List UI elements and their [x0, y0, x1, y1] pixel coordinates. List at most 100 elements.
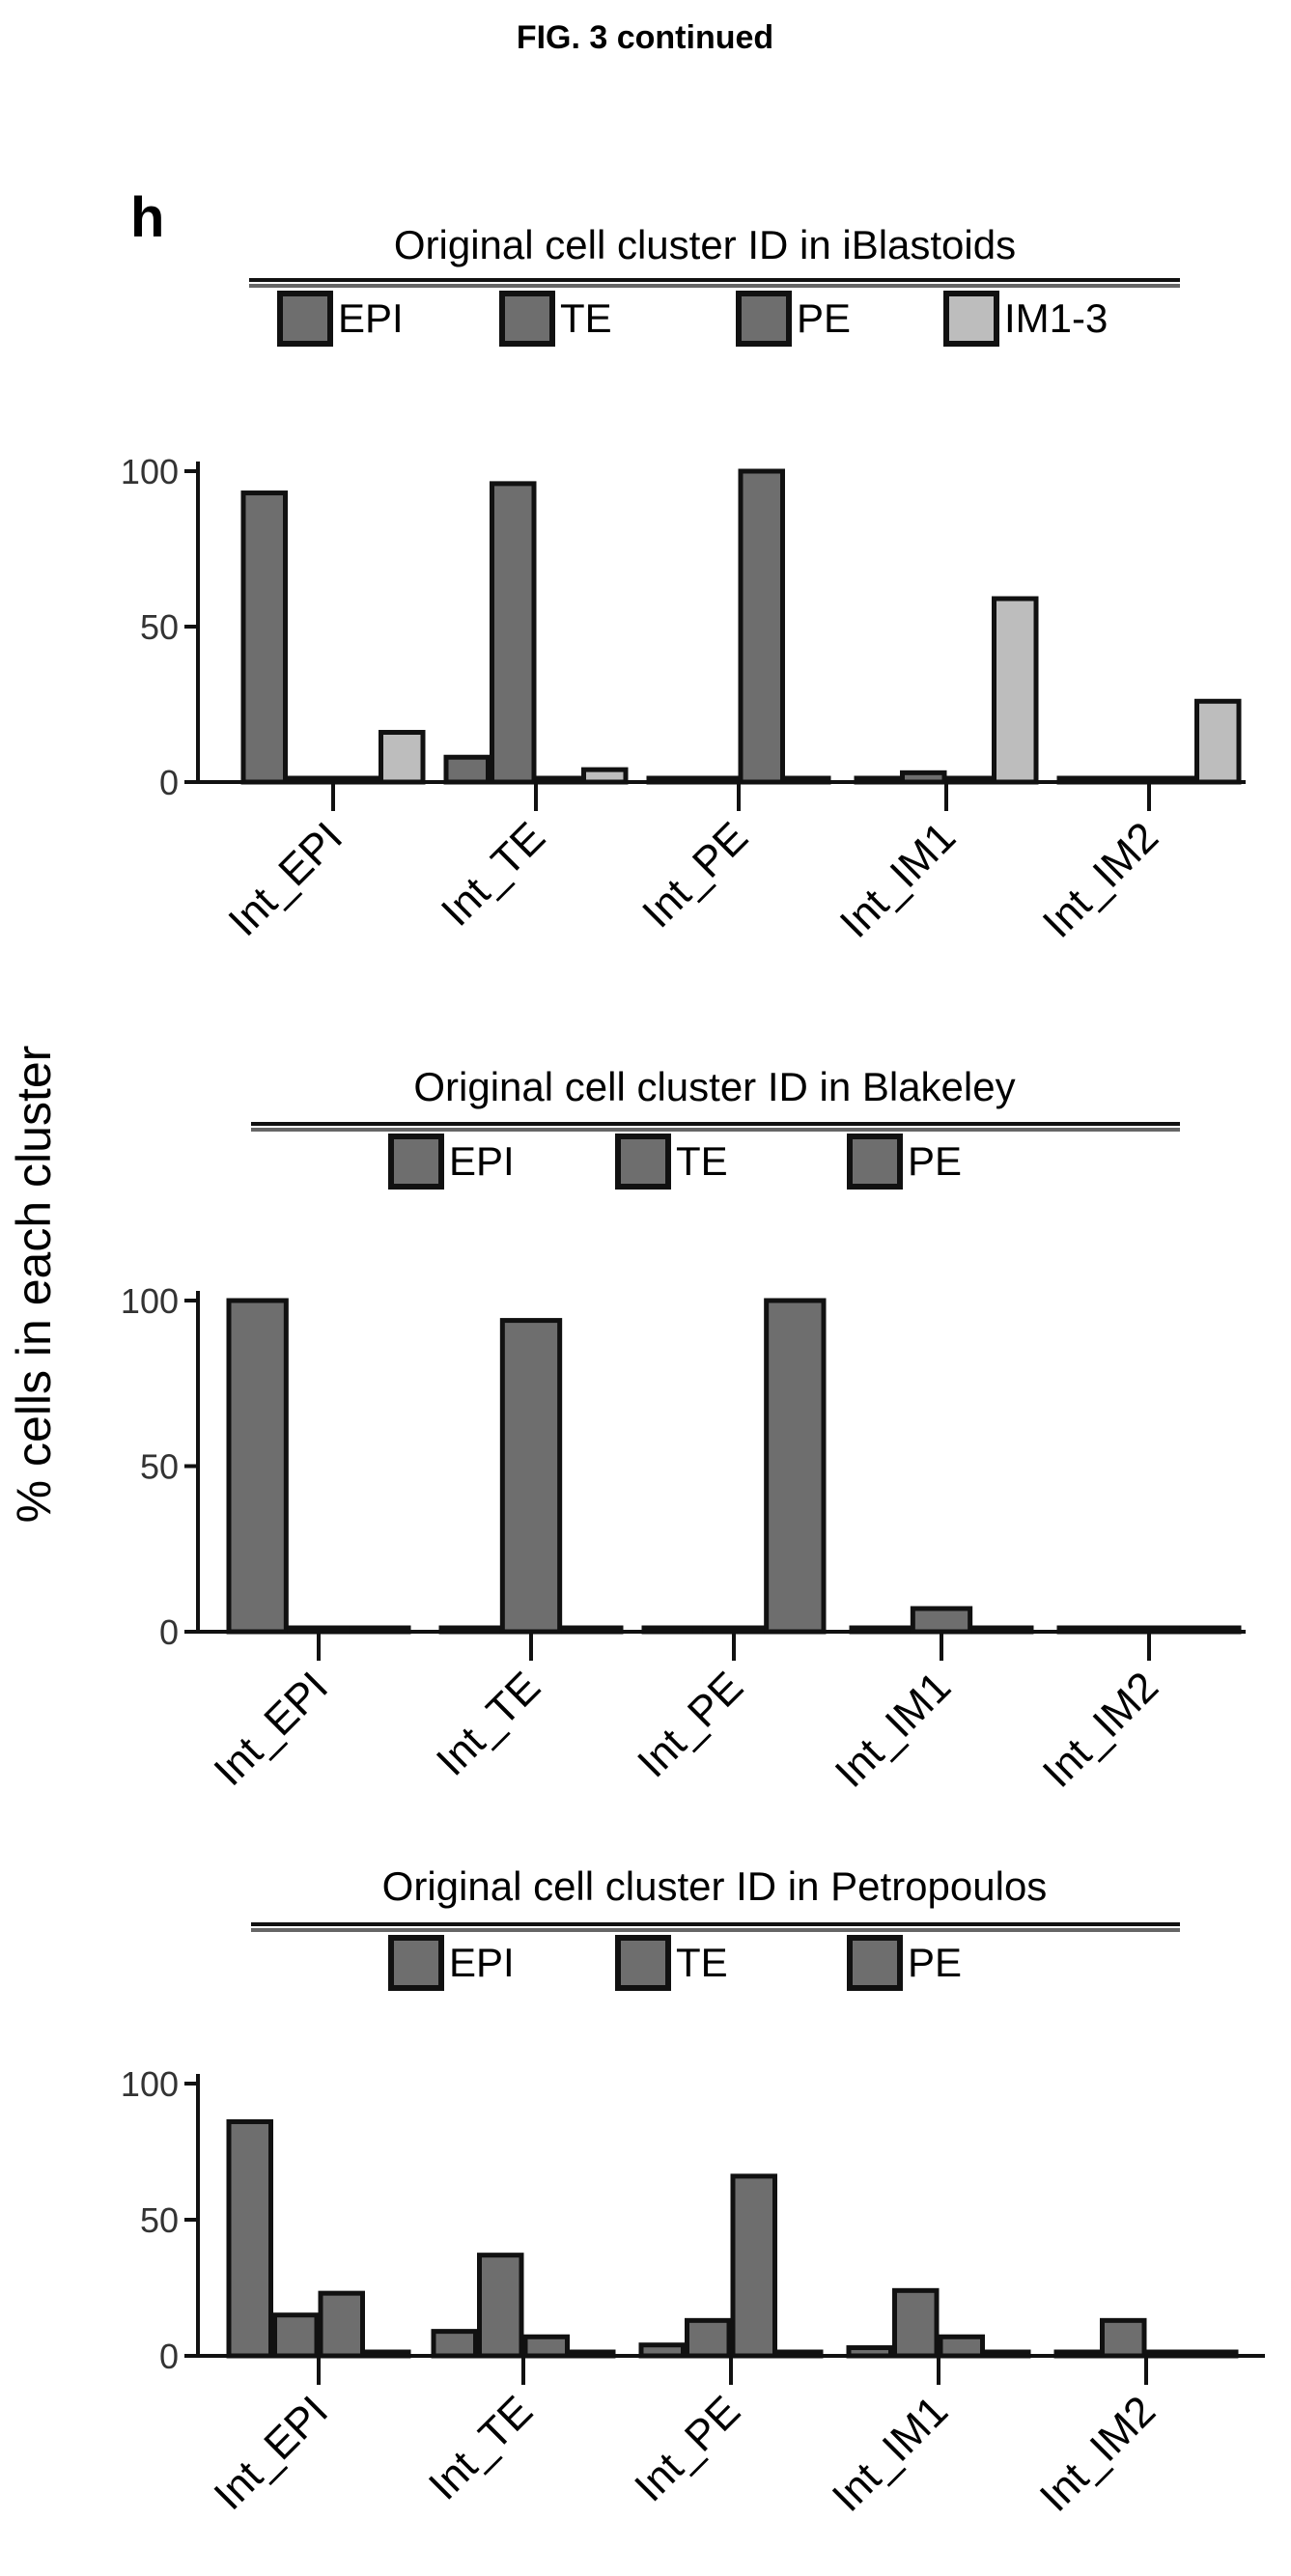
y-tick-label-50: 50: [140, 2200, 179, 2240]
chart-title: Original cell cluster ID in iBlastoids: [394, 222, 1016, 267]
x-tick-label-int_te: Int_TE: [428, 1663, 549, 1784]
bar-int_epi-te: [272, 2312, 320, 2359]
bar-int_pe-im1-3: [784, 775, 831, 785]
legend-swatch-epi: [277, 291, 333, 347]
legend-label-im1-3: IM1-3: [1004, 295, 1108, 341]
bar-int_pe-te: [702, 1625, 766, 1635]
bar-int_im2-im1-3: [1194, 698, 1242, 785]
bar-int_im2-epi: [1056, 775, 1104, 785]
bar-int_im2-pe: [1145, 2349, 1193, 2359]
x-tick-label-int_im2: Int_IM2: [1034, 813, 1167, 946]
bar-int_pe-epi: [638, 2342, 686, 2359]
legend-label-te: TE: [676, 1940, 728, 1985]
bar-int_im1-te: [892, 2287, 940, 2359]
chart-2: Original cell cluster ID in Blakeley EPI T…: [121, 1064, 1246, 1797]
legend-label-epi: EPI: [338, 295, 404, 341]
bar-int_te-extra: [569, 2349, 616, 2359]
bar-int_te-epi: [438, 1625, 501, 1635]
x-tick-label-int_im1: Int_IM1: [824, 2387, 957, 2520]
y-tick-label-100: 100: [121, 2064, 179, 2104]
bar-int_im1-extra: [984, 2349, 1031, 2359]
charts-group: Original cell cluster ID in iBlastoids EP…: [121, 222, 1265, 2521]
legend-label-epi: EPI: [449, 1138, 515, 1184]
y-axis-label: % cells in each cluster: [7, 1046, 61, 1524]
chart-3: Original cell cluster ID in Petropoulos E…: [121, 1863, 1265, 2521]
legend-swatch-im1-3: [943, 291, 999, 347]
bar-int_te-pe: [535, 775, 582, 785]
legend-swatch-epi: [388, 1134, 444, 1190]
x-tick-label-int_epi: Int_EPI: [219, 813, 351, 945]
legend-swatch-te: [615, 1134, 671, 1190]
legend-swatch-pe: [847, 1935, 903, 1991]
bar-int_te-pe: [561, 1625, 624, 1635]
x-tick-label-int_te: Int_TE: [433, 813, 554, 935]
bar-int_im1-te: [900, 770, 947, 785]
bar-int_im1-epi: [849, 1625, 912, 1635]
chart-title: Original cell cluster ID in Blakeley: [413, 1064, 1015, 1109]
chart-title: Original cell cluster ID in Petropoulos: [382, 1863, 1048, 1909]
bar-int_im1-im1-3: [992, 596, 1039, 785]
legend-label-pe: PE: [908, 1138, 962, 1184]
bar-int_epi-extra: [364, 2349, 411, 2359]
bar-int_im1-pe: [938, 2334, 985, 2359]
bar-int_te-te: [477, 2253, 524, 2359]
legend-swatch-epi: [388, 1935, 444, 1991]
bar-int_im2-pe: [1179, 1625, 1242, 1635]
bar-int_te-pe: [522, 2334, 570, 2359]
y-tick-label-0: 0: [159, 2337, 179, 2376]
y-tick-label-50: 50: [140, 1447, 179, 1487]
x-tick-label-int_im1: Int_IM1: [831, 813, 965, 946]
legend-swatch-te: [615, 1935, 671, 1991]
y-tick-label-50: 50: [140, 607, 179, 647]
bar-int_epi-epi: [240, 490, 288, 785]
legend-swatch-pe: [736, 291, 792, 347]
bar-int_im1-te: [910, 1606, 973, 1635]
bar-int_im2-te: [1100, 2317, 1147, 2359]
bar-int_im1-epi: [854, 775, 901, 785]
bar-int_te-im1-3: [581, 767, 629, 785]
x-tick-label-int_im2: Int_IM2: [1034, 1663, 1167, 1796]
bar-int_te-te: [499, 1318, 563, 1635]
legend-label-pe: PE: [908, 1940, 962, 1985]
legend-label-epi: EPI: [449, 1940, 515, 1985]
bar-int_epi-te: [287, 775, 334, 785]
bar-int_epi-pe: [318, 2290, 365, 2359]
x-tick-label-int_epi: Int_EPI: [205, 2387, 337, 2519]
x-tick-label-int_te: Int_TE: [420, 2387, 542, 2508]
x-tick-label-int_pe: Int_PE: [626, 2387, 749, 2510]
bar-int_im2-te: [1103, 775, 1150, 785]
bar-int_im2-te: [1117, 1625, 1181, 1635]
bar-int_im1-epi: [846, 2345, 893, 2359]
x-tick-label-int_im1: Int_IM1: [827, 1663, 960, 1796]
bar-int_epi-epi: [226, 1298, 289, 1635]
bar-int_pe-extra: [776, 2349, 824, 2359]
y-tick-label-0: 0: [159, 763, 179, 802]
bar-int_pe-pe: [738, 468, 785, 785]
bar-int_pe-epi: [641, 1625, 704, 1635]
legend-swatch-pe: [847, 1134, 903, 1190]
y-tick-label-100: 100: [121, 1281, 179, 1321]
x-tick-label-int_epi: Int_EPI: [205, 1663, 337, 1795]
figure-title: FIG. 3 continued: [517, 19, 773, 56]
panel-letter: h: [130, 186, 164, 249]
bar-int_im1-pe: [945, 775, 993, 785]
bar-int_pe-pe: [764, 1298, 827, 1635]
bar-int_im2-epi: [1056, 1625, 1119, 1635]
bar-int_te-te: [490, 481, 537, 785]
bar-int_epi-im1-3: [379, 729, 426, 785]
x-tick-label-int_im2: Int_IM2: [1031, 2387, 1165, 2520]
x-tick-label-int_pe: Int_PE: [629, 1663, 752, 1786]
bar-int_epi-te: [287, 1625, 351, 1635]
bar-int_epi-epi: [226, 2118, 273, 2359]
bar-int_pe-epi: [646, 775, 693, 785]
chart-1: Original cell cluster ID in iBlastoids EP…: [121, 222, 1246, 947]
bar-int_pe-pe: [730, 2173, 777, 2359]
bar-int_im1-pe: [971, 1625, 1034, 1635]
y-tick-label-0: 0: [159, 1612, 179, 1652]
legend-label-pe: PE: [797, 295, 851, 341]
legend-swatch-te: [499, 291, 555, 347]
bar-int_te-epi: [431, 2329, 478, 2359]
bar-int_im2-pe: [1148, 775, 1195, 785]
bar-int_im2-extra: [1192, 2349, 1239, 2359]
